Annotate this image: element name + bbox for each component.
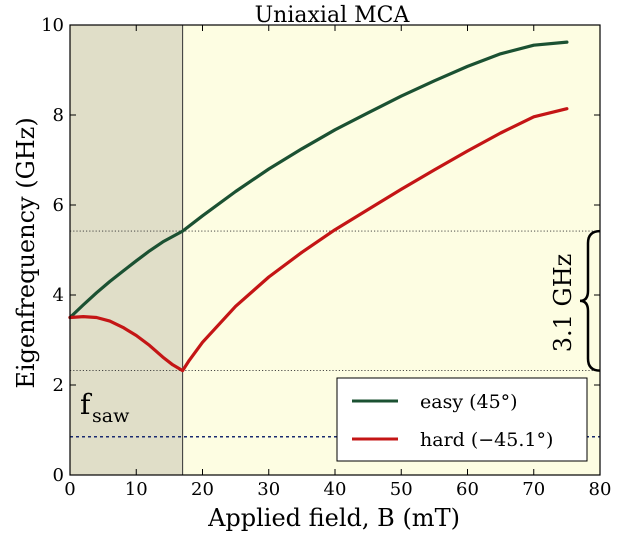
series-line-easy bbox=[68, 40, 569, 320]
x-tick-label: 50 bbox=[390, 479, 413, 500]
x-tick-label: 70 bbox=[522, 479, 545, 500]
x-tick-label: 0 bbox=[64, 479, 75, 500]
fsaw-main: f bbox=[80, 388, 93, 421]
y-tick-label: 0 bbox=[53, 465, 64, 486]
x-tick-label: 10 bbox=[125, 479, 148, 500]
x-tick-label: 30 bbox=[257, 479, 280, 500]
series-group bbox=[68, 40, 569, 373]
y-tick-label: 2 bbox=[53, 375, 64, 396]
x-tick-label: 80 bbox=[589, 479, 612, 500]
y-tick-label: 8 bbox=[53, 105, 64, 126]
x-tick-label: 20 bbox=[191, 479, 214, 500]
legend: easy (45°) hard (−45.1°) bbox=[336, 377, 588, 462]
legend-label-easy: easy (45°) bbox=[420, 391, 518, 413]
legend-box bbox=[336, 377, 588, 462]
reference-lines bbox=[70, 230, 600, 438]
x-tick-label: 40 bbox=[324, 479, 347, 500]
y-tick-label: 10 bbox=[41, 15, 64, 36]
gap-brace bbox=[579, 229, 601, 372]
fsaw-label: f saw bbox=[80, 388, 130, 427]
x-tick-label: 60 bbox=[456, 479, 479, 500]
y-tick-label: 4 bbox=[53, 285, 64, 306]
chart-title: Uniaxial MCA bbox=[255, 3, 411, 28]
legend-label-hard: hard (−45.1°) bbox=[420, 429, 553, 451]
gap-label: 3.1 GHz bbox=[549, 254, 577, 353]
y-axis-label: Eigenfrequency (GHz) bbox=[12, 117, 40, 388]
fsaw-subscript: saw bbox=[92, 405, 130, 427]
x-axis-label: Applied field, B (mT) bbox=[207, 504, 460, 532]
y-tick-label: 6 bbox=[53, 195, 64, 216]
ticks: 0 10 20 30 40 50 60 70 80 0 2 4 6 8 10 bbox=[41, 15, 611, 500]
series-line-hard bbox=[68, 107, 569, 373]
shaded-region bbox=[70, 25, 183, 475]
